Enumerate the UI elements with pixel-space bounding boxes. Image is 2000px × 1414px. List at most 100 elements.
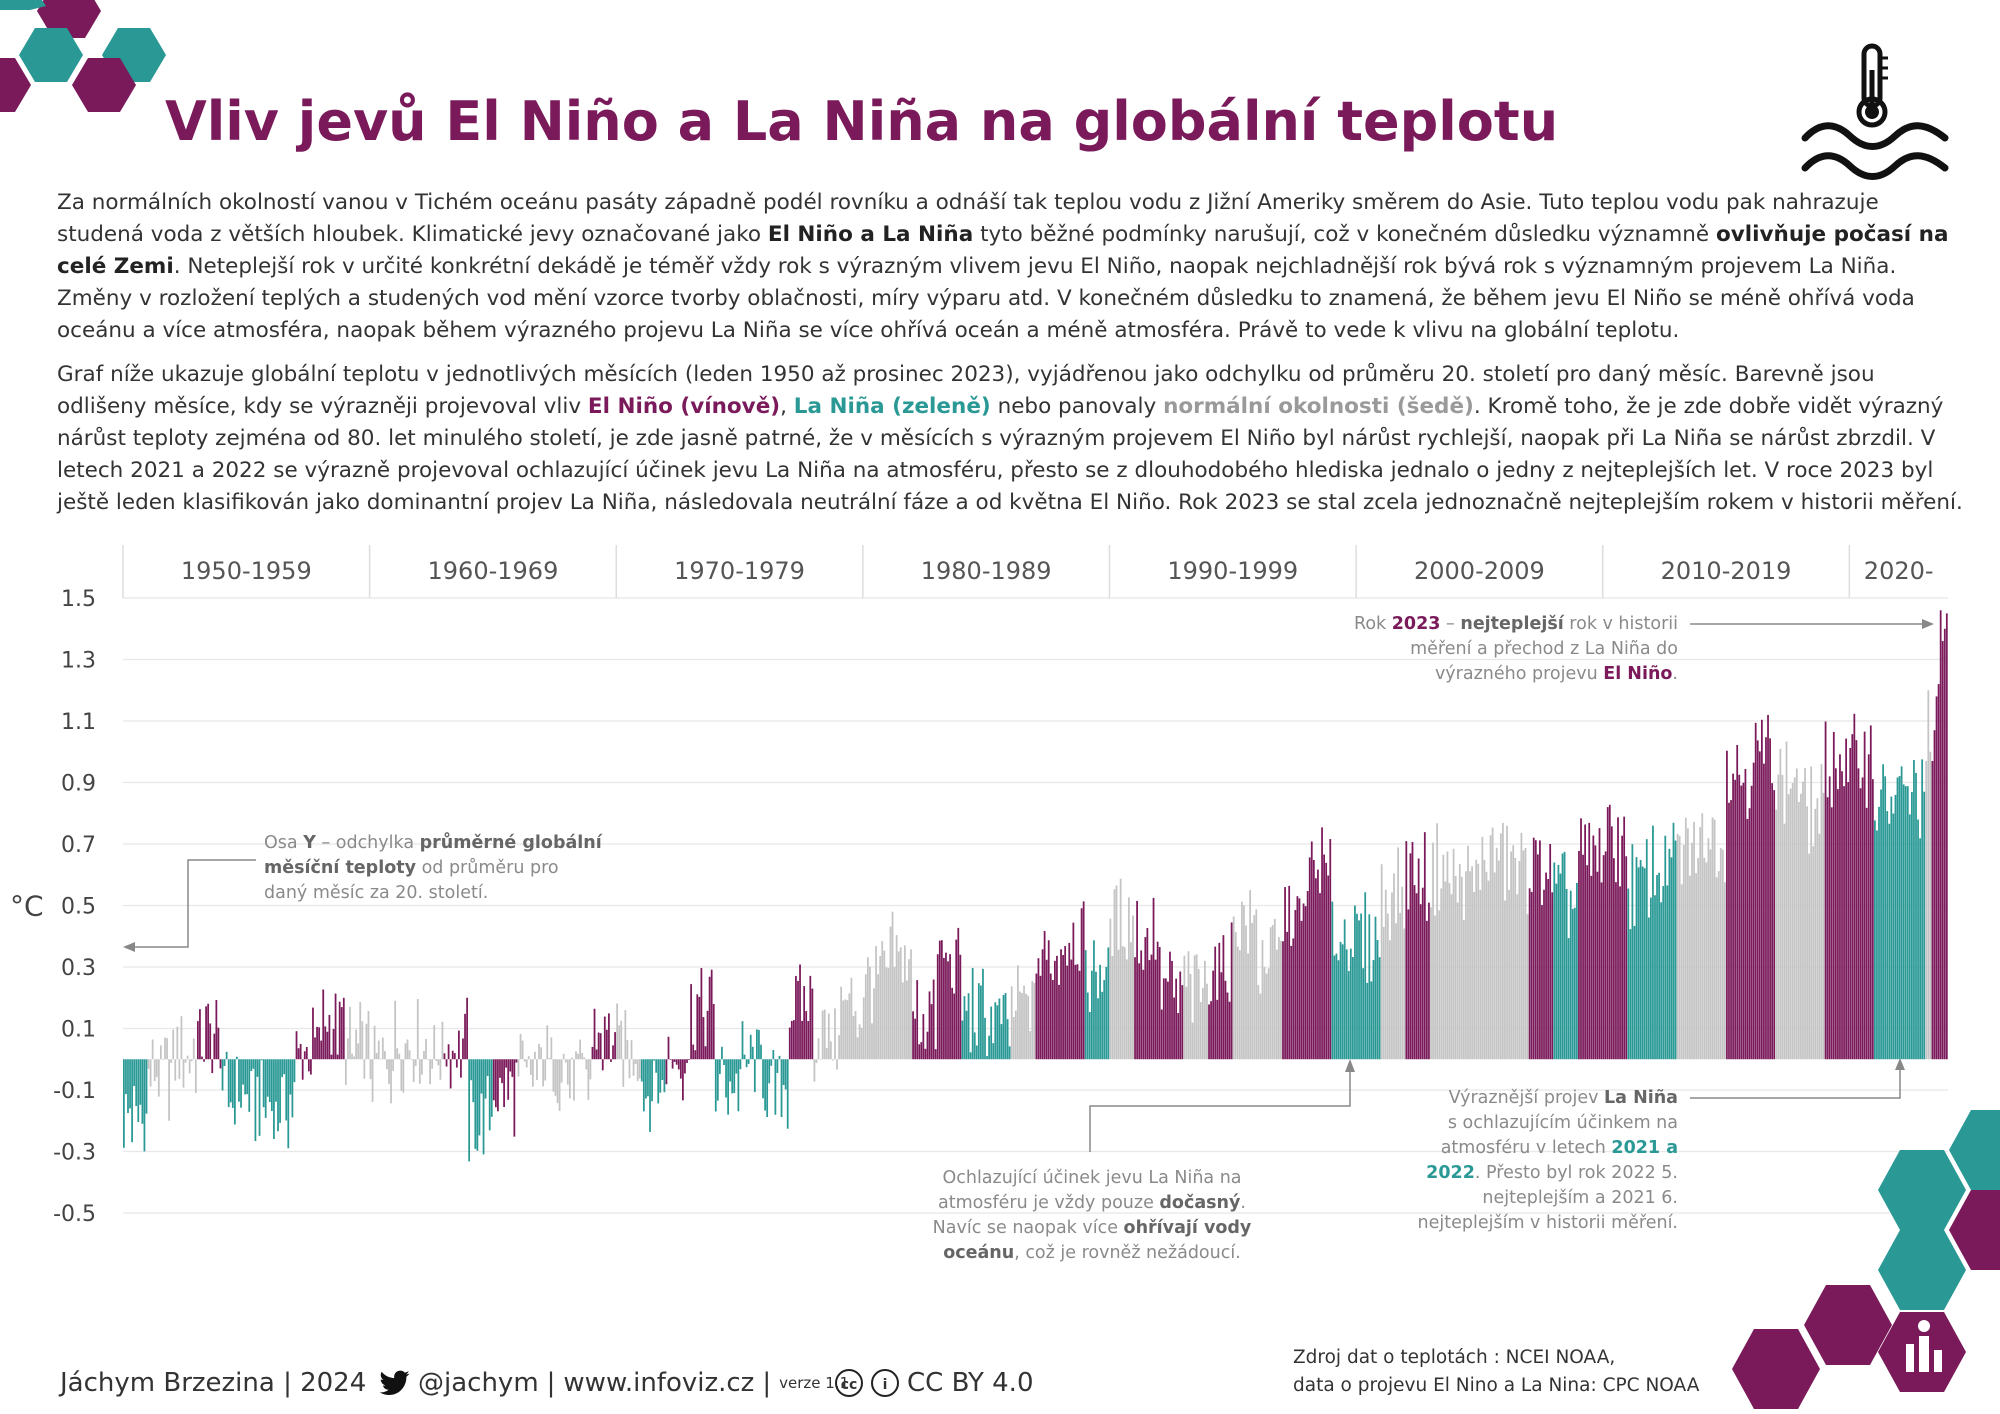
month-bar [957, 927, 960, 1060]
month-bar [1008, 1046, 1011, 1060]
month-bar [1602, 855, 1605, 1060]
month-bar [1066, 965, 1069, 1060]
month-bar [546, 1025, 549, 1060]
month-bar [231, 1059, 234, 1108]
month-bar [1697, 858, 1700, 1060]
month-bar [848, 993, 851, 1060]
month-bar [1845, 738, 1848, 1060]
month-bar [924, 1048, 927, 1060]
month-bar [270, 1059, 273, 1112]
month-bar [1752, 762, 1755, 1060]
month-bar [1563, 851, 1566, 1060]
month-bar [1354, 905, 1356, 1060]
month-bar [1713, 819, 1716, 1060]
month-bar [984, 1017, 986, 1060]
month-bar [1080, 908, 1083, 1060]
month-bar [975, 1045, 978, 1060]
month-bar [922, 1014, 925, 1060]
month-bar [431, 1059, 434, 1069]
legend-neutral: normální okolnosti (šedě) [1163, 394, 1474, 419]
month-bar [1339, 941, 1342, 1060]
month-bar [1181, 985, 1184, 1060]
month-bar [638, 1059, 641, 1079]
month-bar [1138, 963, 1141, 1060]
month-bar [1528, 888, 1531, 1060]
month-bar [669, 1059, 672, 1060]
month-bar [1769, 738, 1771, 1060]
month-bar [1832, 731, 1835, 1060]
month-bar [1830, 807, 1833, 1060]
month-bar [1315, 878, 1317, 1060]
month-bar [1428, 902, 1430, 1060]
month-bar [667, 1036, 670, 1060]
month-bar [577, 1053, 579, 1060]
month-bar [133, 1059, 136, 1087]
month-bar [164, 1037, 166, 1060]
month-bar [1257, 985, 1260, 1060]
month-bar [137, 1059, 140, 1122]
month-bar [1524, 847, 1527, 1060]
month-bar [1939, 610, 1942, 1060]
website-link[interactable]: www.infoviz.cz [563, 1368, 755, 1398]
month-bar [696, 994, 699, 1060]
month-bar [990, 1006, 993, 1060]
month-bar [312, 1007, 314, 1060]
thermometer-waves-icon [1801, 43, 1949, 180]
month-bar [1576, 882, 1578, 1060]
month-bar [375, 1053, 378, 1060]
month-bar [1816, 798, 1819, 1060]
month-bar [986, 1056, 988, 1060]
month-bar [1292, 938, 1295, 1060]
month-bar [675, 1059, 678, 1065]
month-bar [371, 1059, 374, 1102]
month-bar [1925, 760, 1928, 1060]
month-bar [324, 1026, 327, 1060]
month-bar [1204, 960, 1206, 1060]
twitter-bird-icon[interactable] [380, 1370, 410, 1396]
month-bar [1508, 889, 1510, 1060]
month-bar [642, 1059, 645, 1112]
footer-author: Jáchym Brzezina | 2024 [60, 1368, 367, 1398]
month-bar [1111, 955, 1114, 1060]
month-bar [1450, 894, 1453, 1060]
month-bar [1308, 857, 1311, 1060]
month-bar [1099, 964, 1101, 1060]
month-bar [1945, 613, 1948, 1060]
month-bar [1707, 838, 1710, 1060]
month-bar [583, 1057, 586, 1060]
month-bar [871, 1023, 873, 1060]
month-bar [1187, 951, 1190, 1060]
month-bar [1027, 995, 1030, 1060]
month-bar [1878, 806, 1880, 1060]
month-bar [439, 1059, 442, 1080]
y-tick-label: 1.1 [61, 710, 96, 735]
month-bar [1039, 975, 1042, 1060]
twitter-handle[interactable]: @jachym [418, 1368, 539, 1398]
month-bar [903, 945, 906, 1060]
month-bar [381, 1037, 384, 1060]
month-bar [1559, 873, 1562, 1060]
month-bar [1549, 844, 1552, 1060]
month-bar [955, 939, 958, 1060]
month-bar [647, 1059, 649, 1097]
month-bar [1719, 847, 1722, 1060]
month-bar [433, 1025, 436, 1060]
month-bar [1898, 776, 1901, 1060]
month-bar [799, 964, 801, 1060]
month-bar [1329, 838, 1332, 1060]
month-bar [314, 1037, 316, 1060]
month-bar [1750, 785, 1753, 1060]
month-bar [640, 1059, 643, 1082]
month-bar [351, 1053, 353, 1060]
month-bar [758, 1029, 760, 1060]
month-bar [1588, 822, 1591, 1060]
month-bar [1787, 794, 1790, 1060]
month-bar [1526, 914, 1529, 1060]
month-bar [1789, 788, 1792, 1060]
month-bar [1269, 927, 1272, 1060]
month-bar [1633, 925, 1636, 1060]
month-bar [1082, 901, 1085, 1060]
month-bar [1456, 902, 1459, 1060]
month-bar [657, 1059, 660, 1104]
month-bar [1236, 946, 1239, 1060]
